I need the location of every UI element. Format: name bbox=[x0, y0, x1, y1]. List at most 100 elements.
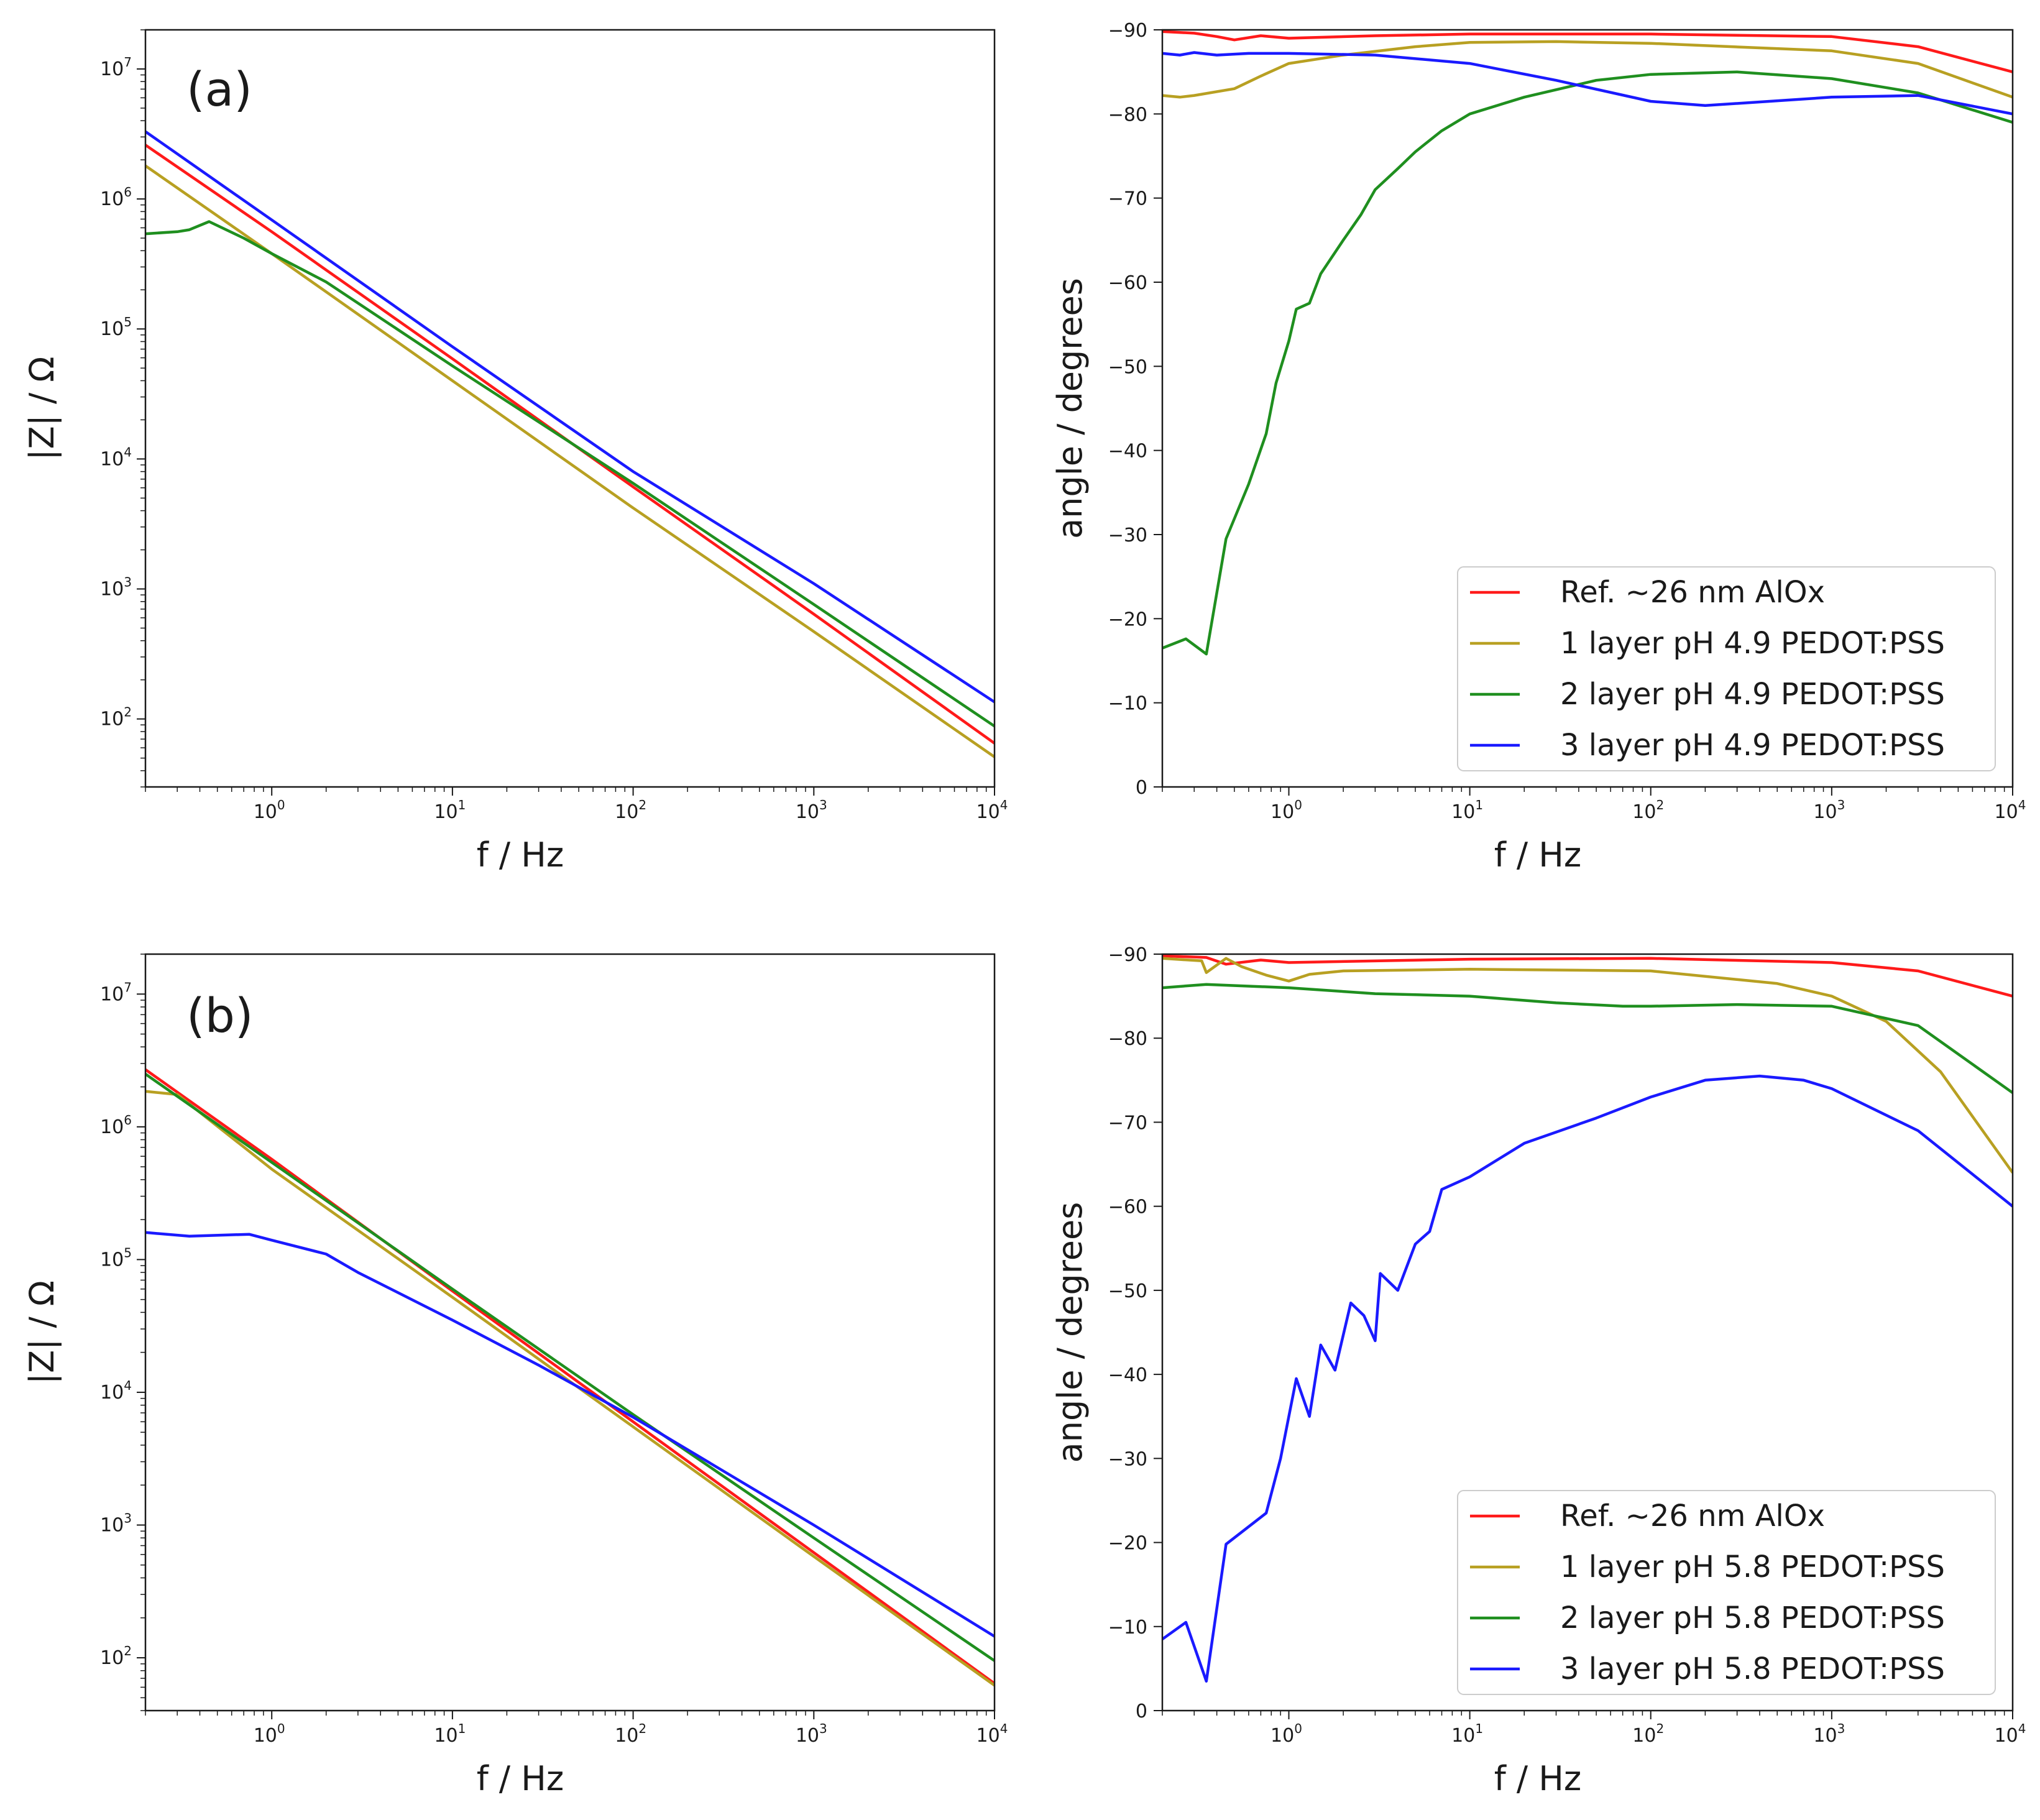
x-tick-label: 103 bbox=[1813, 797, 1845, 823]
y-axis-label: |Z| / Ω bbox=[22, 1280, 62, 1384]
x-tick-label: 103 bbox=[796, 1721, 827, 1747]
plot-frame bbox=[144, 953, 996, 1712]
legend-entry-3: 2 layer pH 5.8 PEDOT:PSS bbox=[1560, 1601, 1945, 1635]
series-group-a_mag bbox=[145, 130, 995, 758]
legend-entry-1: Ref. ~26 nm AlOx bbox=[1560, 1499, 1825, 1533]
y-tick-label: 105 bbox=[100, 315, 132, 340]
series-line-3 bbox=[145, 220, 995, 728]
x-tick-label: 104 bbox=[976, 1721, 1008, 1747]
y-tick-label: 102 bbox=[100, 705, 132, 730]
y-axis-label: |Z| / Ω bbox=[22, 356, 62, 460]
y-tick-label: −60 bbox=[1108, 272, 1147, 294]
y-tick-label: −40 bbox=[1108, 1364, 1147, 1386]
series-line-1 bbox=[145, 1068, 995, 1685]
y-tick-label: 106 bbox=[100, 185, 132, 210]
panel-label: (b) bbox=[186, 988, 254, 1043]
x-tick-label: 101 bbox=[434, 797, 466, 823]
chart-b_phase: 100 101 102 103 104 −90 −80 −70 −60 −50 −40 −30 −20 −… bbox=[1050, 944, 2026, 1798]
y-tick-label: 0 bbox=[1136, 1701, 1147, 1722]
y-tick-label: 102 bbox=[100, 1643, 132, 1669]
series-line-3 bbox=[1162, 70, 2013, 656]
x-tick-label: 102 bbox=[615, 1721, 646, 1747]
legend: Ref. ~26 nm AlOx 1 layer pH 4.9 PEDOT:PSS… bbox=[1457, 566, 1996, 771]
legend-entry-4: 3 layer pH 4.9 PEDOT:PSS bbox=[1560, 728, 1945, 763]
y-tick-label: 103 bbox=[100, 1510, 132, 1536]
y-tick-label: −60 bbox=[1108, 1197, 1147, 1218]
y-tick-label: 0 bbox=[1136, 777, 1147, 799]
x-tick-label: 102 bbox=[1632, 797, 1664, 823]
x-axis-label: f / Hz bbox=[1494, 835, 1581, 875]
y-tick-label: 107 bbox=[100, 55, 132, 80]
x-tick-label: 103 bbox=[1813, 1721, 1845, 1747]
y-axis-label: angle / degrees bbox=[1050, 278, 1090, 539]
plot-frame bbox=[1161, 953, 2014, 1712]
y-tick-label: −20 bbox=[1108, 1533, 1147, 1555]
y-tick-label: 103 bbox=[100, 575, 132, 600]
y-tick-label: −70 bbox=[1108, 1112, 1147, 1134]
x-tick-label: 102 bbox=[1632, 1721, 1664, 1747]
y-tick-label: −50 bbox=[1108, 1280, 1147, 1302]
legend-entry-2: 1 layer pH 4.9 PEDOT:PSS bbox=[1560, 626, 1945, 661]
x-tick-label: 104 bbox=[1995, 797, 2026, 823]
series-line-4 bbox=[1162, 51, 2013, 116]
x-tick-label: 102 bbox=[615, 797, 646, 823]
legend-box bbox=[1457, 566, 1996, 771]
x-tick-label: 101 bbox=[1451, 797, 1483, 823]
y-tick-label: −70 bbox=[1108, 188, 1147, 210]
chart-a_phase: 100 101 102 103 104 −90 −80 −70 −60 −50 −40 −30 −20 −… bbox=[1050, 20, 2026, 875]
legend-entry-2: 1 layer pH 5.8 PEDOT:PSS bbox=[1560, 1550, 1945, 1584]
x-tick-label: 101 bbox=[1451, 1721, 1483, 1747]
chart-a_mag: 100 101 102 103 104 102 103 104 105 106 107 f / Hz |… bbox=[22, 29, 1008, 875]
series-line-3 bbox=[1162, 983, 2013, 1094]
y-tick-label: −80 bbox=[1108, 1028, 1147, 1050]
y-tick-label: −50 bbox=[1108, 356, 1147, 378]
y-tick-label: −80 bbox=[1108, 104, 1147, 126]
series-line-2 bbox=[1162, 957, 2013, 1174]
x-axis-label: f / Hz bbox=[477, 1759, 564, 1798]
x-tick-label: 104 bbox=[976, 797, 1008, 823]
x-tick-label: 101 bbox=[434, 1721, 466, 1747]
series-line-2 bbox=[145, 164, 995, 758]
y-tick-label: −10 bbox=[1108, 1617, 1147, 1638]
legend-entry-1: Ref. ~26 nm AlOx bbox=[1560, 575, 1825, 610]
y-tick-label: 105 bbox=[100, 1245, 132, 1271]
legend: Ref. ~26 nm AlOx 1 layer pH 5.8 PEDOT:PSS… bbox=[1457, 1490, 1996, 1695]
series-line-2 bbox=[145, 1090, 995, 1687]
series-line-1 bbox=[1162, 30, 2013, 73]
y-axis-label: angle / degrees bbox=[1050, 1202, 1090, 1463]
y-tick-label: 107 bbox=[100, 980, 132, 1005]
y-tick-label: −30 bbox=[1108, 525, 1147, 546]
plot-frame bbox=[144, 29, 996, 788]
y-tick-label: −30 bbox=[1108, 1448, 1147, 1470]
series-line-3 bbox=[145, 1073, 995, 1662]
x-tick-label: 104 bbox=[1995, 1721, 2026, 1747]
panel-label: (a) bbox=[186, 62, 252, 117]
x-tick-label: 100 bbox=[1270, 1721, 1302, 1747]
y-tick-label: −20 bbox=[1108, 609, 1147, 630]
y-tick-label: −90 bbox=[1108, 944, 1147, 966]
series-group-a_phase bbox=[1162, 30, 2013, 656]
series-line-1 bbox=[1162, 954, 2013, 998]
y-tick-label: −10 bbox=[1108, 693, 1147, 715]
series-line-4 bbox=[145, 130, 995, 704]
y-tick-label: 104 bbox=[100, 444, 132, 470]
legend-entry-4: 3 layer pH 5.8 PEDOT:PSS bbox=[1560, 1652, 1945, 1686]
y-tick-label: −90 bbox=[1108, 20, 1147, 42]
x-tick-label: 100 bbox=[254, 1721, 285, 1747]
y-tick-label: 106 bbox=[100, 1113, 132, 1138]
series-line-4 bbox=[1162, 1074, 2013, 1683]
series-line-2 bbox=[1162, 40, 2013, 99]
x-tick-label: 103 bbox=[796, 797, 827, 823]
x-axis-label: f / Hz bbox=[1494, 1759, 1581, 1798]
legend-box bbox=[1457, 1490, 1996, 1695]
chart-b_mag: 100 101 102 103 104 102 103 104 105 106 107 f / Hz |… bbox=[22, 953, 1008, 1798]
plot-frame bbox=[1161, 29, 2014, 788]
x-tick-label: 100 bbox=[1270, 797, 1302, 823]
x-axis-label: f / Hz bbox=[477, 835, 564, 875]
y-tick-label: −40 bbox=[1108, 441, 1147, 462]
series-group-b_mag bbox=[145, 1068, 995, 1687]
series-line-4 bbox=[145, 1231, 995, 1638]
x-tick-label: 100 bbox=[254, 797, 285, 823]
series-group-b_phase bbox=[1162, 954, 2013, 1683]
